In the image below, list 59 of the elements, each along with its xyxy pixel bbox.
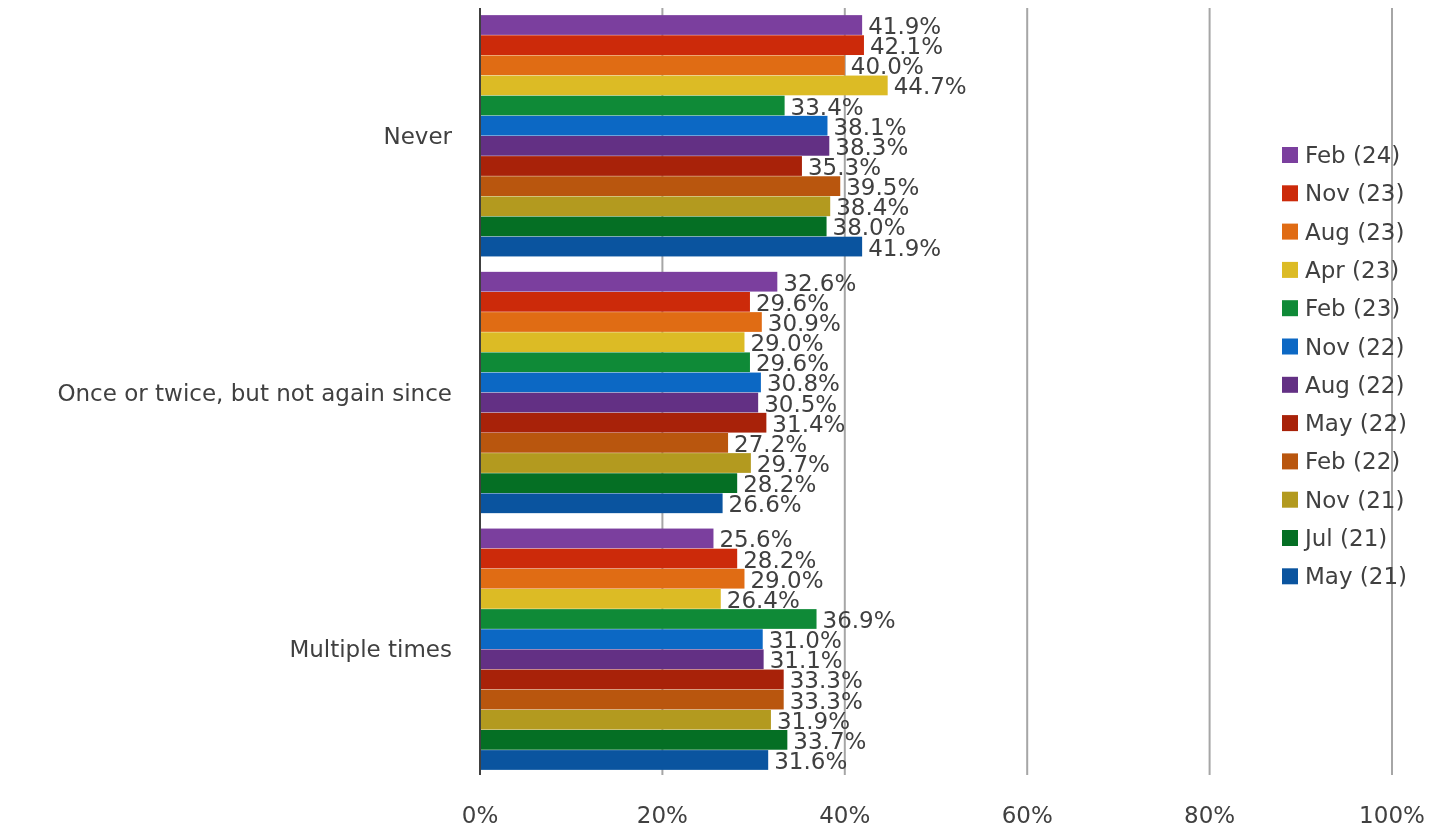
- bar: [480, 135, 830, 156]
- bar: [480, 216, 827, 237]
- bar: [480, 352, 750, 373]
- bar: [480, 196, 831, 217]
- legend-label: May (22): [1305, 410, 1408, 437]
- legend-label: Nov (21): [1305, 486, 1405, 513]
- bar: [480, 588, 721, 609]
- bar: [480, 709, 771, 730]
- bar: [480, 609, 817, 629]
- x-tick-label: 80%: [1184, 802, 1236, 828]
- bar: [480, 156, 802, 176]
- bar: [480, 568, 745, 589]
- legend-label: Feb (24): [1305, 142, 1401, 168]
- bar: [480, 528, 714, 549]
- bar: [480, 548, 738, 569]
- bar: [480, 312, 762, 332]
- y-tick-label: Multiple times: [289, 636, 452, 663]
- legend-label: May (21): [1305, 563, 1408, 590]
- y-tick-label: Never: [383, 122, 453, 149]
- bar: [480, 115, 828, 136]
- bar: [480, 291, 750, 312]
- bar: [480, 176, 841, 197]
- bar: [480, 750, 769, 770]
- bar: [480, 493, 723, 514]
- legend-label: Nov (23): [1305, 180, 1405, 207]
- bar: [480, 729, 788, 750]
- bar: [480, 432, 729, 453]
- bar: [480, 669, 784, 690]
- bar: [480, 689, 784, 710]
- bar: [480, 649, 764, 670]
- bar: [480, 392, 759, 413]
- legend-label: Aug (23): [1305, 218, 1405, 245]
- x-tick-label: 40%: [819, 802, 871, 828]
- bar: [480, 95, 785, 116]
- y-tick-label: Once or twice, but not again since: [57, 379, 452, 406]
- bar: [480, 473, 738, 494]
- x-tick-label: 100%: [1359, 802, 1425, 828]
- legend-label: Feb (22): [1305, 448, 1401, 475]
- bar: [480, 271, 778, 292]
- data-label: 31.6%: [774, 748, 848, 774]
- legend-label: Nov (22): [1305, 333, 1405, 360]
- x-tick-label: 0%: [461, 802, 499, 828]
- x-tick-label: 60%: [1001, 802, 1053, 828]
- legend-label: Feb (23): [1305, 295, 1401, 322]
- bar: [480, 629, 763, 650]
- x-tick-label: 20%: [636, 802, 688, 828]
- bar: [480, 35, 864, 56]
- bar: [480, 55, 845, 76]
- legend-label: Apr (23): [1305, 256, 1400, 283]
- bar: [480, 332, 745, 353]
- bar: [480, 412, 767, 433]
- data-label: 41.9%: [868, 234, 942, 261]
- bar: [480, 453, 751, 473]
- bar: [480, 372, 761, 393]
- bar: [480, 15, 863, 35]
- bar: [480, 75, 888, 96]
- legend-label: Jul (21): [1303, 525, 1388, 551]
- legend-label: Aug (22): [1305, 371, 1405, 398]
- bar: [480, 236, 863, 257]
